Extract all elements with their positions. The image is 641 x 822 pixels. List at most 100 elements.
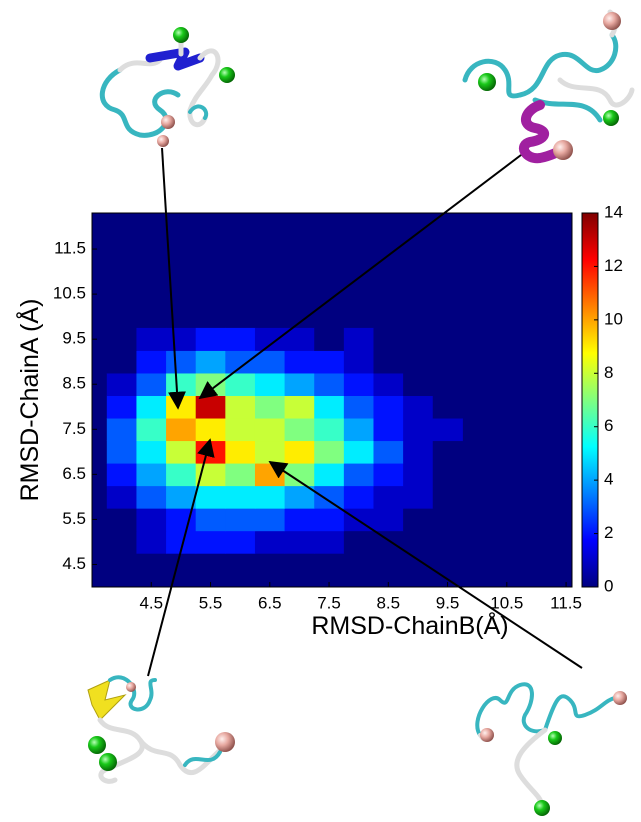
heat-cell bbox=[195, 440, 226, 464]
heat-cell bbox=[195, 485, 226, 509]
heat-cell bbox=[106, 530, 137, 554]
heat-cell bbox=[166, 485, 197, 509]
heat-cell bbox=[225, 530, 256, 554]
heat-cell bbox=[284, 508, 315, 532]
heat-cell bbox=[136, 530, 167, 554]
y-tick-label: 6.5 bbox=[62, 464, 86, 483]
heat-cell bbox=[254, 372, 286, 396]
heat-cell bbox=[225, 440, 256, 464]
heat-cell bbox=[254, 485, 286, 509]
heat-cell bbox=[136, 350, 167, 374]
colorbar-tick-label: 12 bbox=[604, 256, 623, 275]
heat-cell bbox=[314, 530, 345, 554]
x-tick-label: 5.5 bbox=[199, 593, 223, 612]
heat-cell bbox=[432, 463, 463, 487]
heat-cell bbox=[225, 463, 256, 487]
heat-cell bbox=[254, 530, 286, 554]
heat-cell bbox=[195, 418, 226, 442]
heat-cell bbox=[432, 530, 463, 554]
heat-cell bbox=[432, 440, 463, 464]
heat-cell bbox=[432, 508, 463, 532]
y-tick-label: 7.5 bbox=[62, 419, 86, 438]
heat-cell bbox=[225, 372, 256, 396]
structure-top-right bbox=[462, 9, 635, 164]
heat-cell bbox=[373, 372, 404, 396]
heat-cell bbox=[225, 418, 256, 442]
heat-cell bbox=[106, 350, 137, 374]
heat-cell bbox=[195, 350, 226, 374]
heat-cell bbox=[166, 508, 197, 532]
heat-cell bbox=[314, 463, 345, 487]
heat-cell bbox=[284, 327, 315, 351]
heat-cell bbox=[373, 395, 404, 419]
heat-cell bbox=[284, 372, 315, 396]
heat-cell bbox=[166, 418, 197, 442]
heat-cell bbox=[195, 508, 226, 532]
colorbar-tick-label: 8 bbox=[604, 363, 613, 382]
heat-cell bbox=[373, 440, 404, 464]
colorbar-tick-label: 10 bbox=[604, 309, 623, 328]
heat-cell bbox=[432, 350, 463, 374]
heat-cell bbox=[225, 508, 256, 532]
heat-cell bbox=[106, 327, 137, 351]
arrows bbox=[147, 147, 583, 677]
heat-cell bbox=[254, 327, 286, 351]
heat-cell bbox=[373, 485, 404, 509]
heat-cell bbox=[314, 372, 345, 396]
plot-frame bbox=[91, 212, 573, 588]
heat-cell bbox=[403, 350, 434, 374]
heat-cell bbox=[343, 327, 374, 351]
colorbar-tick-label: 2 bbox=[604, 523, 613, 542]
y-tick-label: 9.5 bbox=[62, 329, 86, 348]
x-tick-label: 11.5 bbox=[550, 593, 582, 612]
heat-cell bbox=[314, 350, 345, 374]
y-axis-title: RMSD-ChainA (Å) bbox=[14, 299, 44, 502]
heat-cell bbox=[254, 418, 286, 442]
heat-cell bbox=[136, 372, 167, 396]
heat-cell bbox=[166, 372, 197, 396]
colorbar bbox=[581, 212, 599, 588]
heat-cell bbox=[225, 395, 256, 419]
heat-cell bbox=[314, 327, 345, 351]
y-tick-label: 10.5 bbox=[53, 284, 86, 303]
heat-cell bbox=[343, 463, 374, 487]
heat-cell bbox=[432, 395, 463, 419]
heat-cell bbox=[314, 395, 345, 419]
heat-cell bbox=[254, 350, 286, 374]
heat-cell bbox=[225, 350, 256, 374]
heat-cell bbox=[403, 327, 434, 351]
heat-cell bbox=[136, 327, 167, 351]
heat-cell bbox=[284, 395, 315, 419]
heat-cell bbox=[373, 418, 404, 442]
heat-cell bbox=[284, 485, 315, 509]
heat-cell bbox=[195, 530, 226, 554]
structure-bottom-left bbox=[87, 675, 235, 784]
heat-cell bbox=[403, 395, 434, 419]
heat-cell bbox=[166, 463, 197, 487]
heat-cell bbox=[284, 530, 315, 554]
heat-cell bbox=[136, 485, 167, 509]
heat-cell bbox=[106, 485, 137, 509]
heat-cell bbox=[314, 440, 345, 464]
heat-cell bbox=[195, 395, 226, 419]
heat-cell bbox=[432, 372, 463, 396]
heat-cell bbox=[254, 395, 286, 419]
heat-cell bbox=[403, 463, 434, 487]
structure-bottom-right bbox=[475, 682, 627, 816]
heat-cell bbox=[403, 418, 434, 442]
heat-cell bbox=[403, 372, 434, 396]
heat-cell bbox=[106, 395, 137, 419]
heat-cell bbox=[314, 508, 345, 532]
heat-cell bbox=[343, 530, 374, 554]
heat-cell bbox=[106, 508, 137, 532]
heat-cell bbox=[403, 440, 434, 464]
heat-cell bbox=[343, 485, 374, 509]
heat-cell bbox=[166, 530, 197, 554]
heat-cell bbox=[106, 372, 137, 396]
heat-cell bbox=[403, 485, 434, 509]
heat-cell bbox=[373, 508, 404, 532]
x-tick-label: 6.5 bbox=[258, 593, 282, 612]
heat-cell bbox=[373, 463, 404, 487]
heat-cell bbox=[343, 440, 374, 464]
